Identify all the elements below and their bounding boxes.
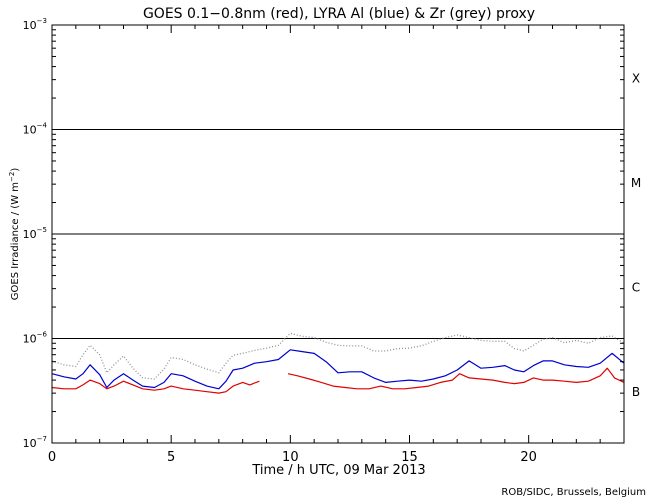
plot-area <box>51 24 625 444</box>
y-tick-label: 10−3 <box>23 17 47 32</box>
x-tick-label: 10 <box>282 450 299 465</box>
x-tick-label: 15 <box>401 450 418 465</box>
y-tick-label: 10−5 <box>23 226 47 241</box>
flare-class-label: B <box>632 385 640 399</box>
series-2-line <box>51 332 625 380</box>
y-axis: 10−7 10−6 10−5 10−4 10−3 <box>23 17 624 450</box>
y-axis-label-sup: −2 <box>8 172 16 182</box>
series-0-line <box>51 367 625 394</box>
x-axis: 0 5 10 15 20 <box>48 25 625 465</box>
series-group <box>51 332 625 394</box>
x-tick-label: 20 <box>520 450 537 465</box>
y-tick-label: 10−7 <box>23 435 47 450</box>
y-axis-label-main: GOES Irradiance / (W m <box>10 182 21 300</box>
flare-class-label: X <box>632 71 640 85</box>
flare-class-labels: X M C B <box>631 71 641 399</box>
chart-title: GOES 0.1−0.8nm (red), LYRA Al (blue) & Z… <box>143 6 535 22</box>
x-tick-label: 0 <box>48 450 56 465</box>
flare-threshold-lines <box>52 129 624 339</box>
flare-class-label: C <box>632 280 640 294</box>
y-tick-label: 10−6 <box>23 331 48 346</box>
credit-text: ROB/SIDC, Brussels, Belgium <box>501 487 646 498</box>
y-axis-label: GOES Irradiance / (W m−2) <box>8 168 21 301</box>
x-tick-label: 5 <box>167 450 175 465</box>
flare-class-label: M <box>631 176 641 190</box>
y-axis-label-close: ) <box>10 168 21 172</box>
series-1-line <box>51 349 625 390</box>
y-tick-label: 10−4 <box>23 122 48 137</box>
x-axis-label: Time / h UTC, 09 Mar 2013 <box>251 463 425 478</box>
